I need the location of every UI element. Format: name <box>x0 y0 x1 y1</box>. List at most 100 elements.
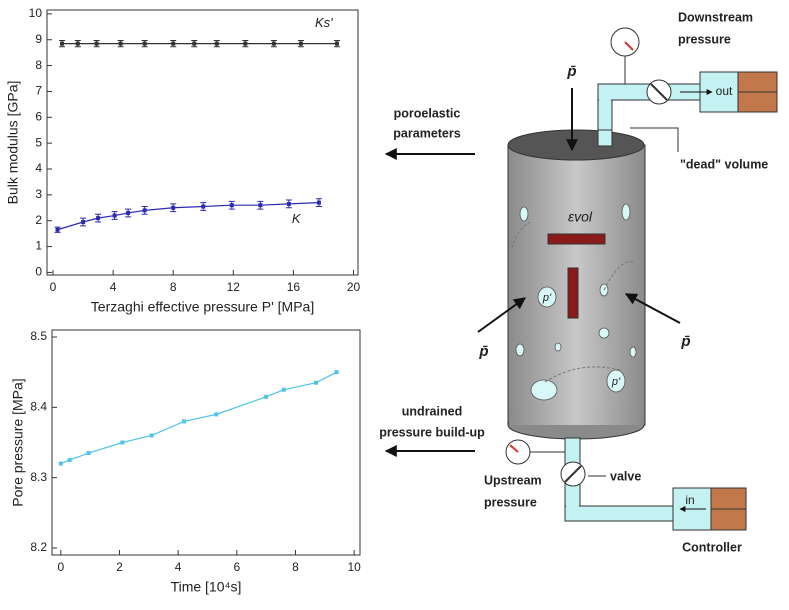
data-point <box>58 461 63 466</box>
pore-path <box>603 261 635 291</box>
load-label: p̄ <box>478 343 488 360</box>
data-point <box>334 41 339 46</box>
data-point <box>142 41 147 46</box>
data-point <box>81 220 86 224</box>
x-tick-label: 4 <box>175 560 182 574</box>
data-point <box>316 200 321 205</box>
series-label: Ks' <box>315 15 333 30</box>
pore <box>530 379 558 401</box>
data-point <box>112 213 117 218</box>
x-tick-label: 20 <box>347 280 361 294</box>
upstream-label: pressure <box>484 495 537 509</box>
pipe <box>597 129 613 147</box>
pore-path <box>544 366 621 383</box>
x-tick-label: 0 <box>57 560 64 574</box>
gauge-needle <box>509 444 519 453</box>
pore <box>629 346 637 358</box>
pipe <box>564 505 676 522</box>
y-tick-label: 9 <box>35 32 42 46</box>
load-arrow <box>477 297 526 333</box>
y-tick-label: 2 <box>35 213 42 227</box>
strain-gauge <box>567 267 579 319</box>
gauge-needle <box>624 41 634 51</box>
y-axis-label: Pore pressure [MPa] <box>10 378 26 506</box>
downstream-label: pressure <box>678 32 731 46</box>
series-line <box>57 202 319 231</box>
x-tick-label: 2 <box>116 560 123 574</box>
x-tick-label: 16 <box>287 280 301 294</box>
y-tick-label: 7 <box>35 84 42 98</box>
sample-body-fill <box>509 410 644 425</box>
data-point <box>118 41 123 46</box>
data-point <box>334 370 339 375</box>
data-point <box>214 412 219 417</box>
x-tick-label: 8 <box>170 280 177 294</box>
x-axis-label: Terzaghi effective pressure P' [MPa] <box>91 299 314 315</box>
y-tick-label: 8.5 <box>30 329 47 343</box>
data-point <box>314 380 318 385</box>
data-point <box>182 419 186 424</box>
x-tick-label: 0 <box>50 280 57 294</box>
valve-gate <box>650 83 668 101</box>
leader-line <box>630 127 679 152</box>
x-tick-label: 4 <box>110 280 117 294</box>
pore-path <box>511 221 531 249</box>
diagram: out Downstream pressure εvol <box>379 10 778 554</box>
y-tick-label: 8.3 <box>30 470 47 484</box>
controller-label: Controller <box>682 540 742 554</box>
y-tick-label: 8.2 <box>30 540 47 554</box>
poroelastic-label: parameters <box>393 126 460 140</box>
data-point <box>286 201 291 206</box>
pore <box>598 327 610 339</box>
pore-paths <box>511 221 635 383</box>
load-arrow <box>624 293 681 324</box>
downstream-label: Downstream <box>678 10 753 24</box>
data-point <box>258 203 263 208</box>
undrained-label: pressure build-up <box>379 425 485 439</box>
pore <box>554 342 562 352</box>
x-axis-label: Time [10⁴s] <box>171 579 242 595</box>
data-point <box>243 41 248 46</box>
data-point <box>75 41 80 46</box>
data-point <box>171 205 176 210</box>
pore <box>606 369 626 393</box>
y-tick-label: 6 <box>35 109 42 123</box>
series-line <box>60 371 337 465</box>
y-tick-label: 8 <box>35 58 42 72</box>
pore <box>515 343 525 357</box>
data-point <box>126 210 131 215</box>
data-point <box>60 41 65 46</box>
x-tick-label: 10 <box>347 560 361 574</box>
y-tick-label: 4 <box>35 161 42 175</box>
poroelastic-label: poroelastic <box>394 106 461 120</box>
y-tick-label: 5 <box>35 135 42 149</box>
in-label: in <box>685 493 694 507</box>
y-tick-label: 10 <box>29 6 43 20</box>
load-label: p̄ <box>566 63 576 80</box>
y-axis-label: Bulk modulus [GPa] <box>5 81 21 205</box>
local-pressure: p' <box>611 376 621 388</box>
data-point <box>96 216 101 221</box>
pores <box>515 203 637 401</box>
plot-frame <box>51 329 361 556</box>
load-label: p̄ <box>680 333 690 350</box>
valve-label: valve <box>610 469 641 483</box>
data-point <box>142 208 147 213</box>
pore <box>621 203 631 221</box>
pipe-joint <box>599 85 611 101</box>
pore <box>519 206 529 222</box>
data-point <box>192 41 197 46</box>
pore <box>537 286 557 308</box>
strain-label: εvol <box>568 209 593 225</box>
x-tick-label: 12 <box>227 280 241 294</box>
data-point <box>55 227 60 232</box>
data-point <box>94 41 99 46</box>
plot-frame <box>46 9 359 276</box>
y-tick-label: 8.4 <box>30 400 47 414</box>
sample-top <box>507 129 645 161</box>
data-point <box>171 41 176 46</box>
x-tick-label: 8 <box>292 560 299 574</box>
upstream-label: Upstream <box>484 473 542 487</box>
